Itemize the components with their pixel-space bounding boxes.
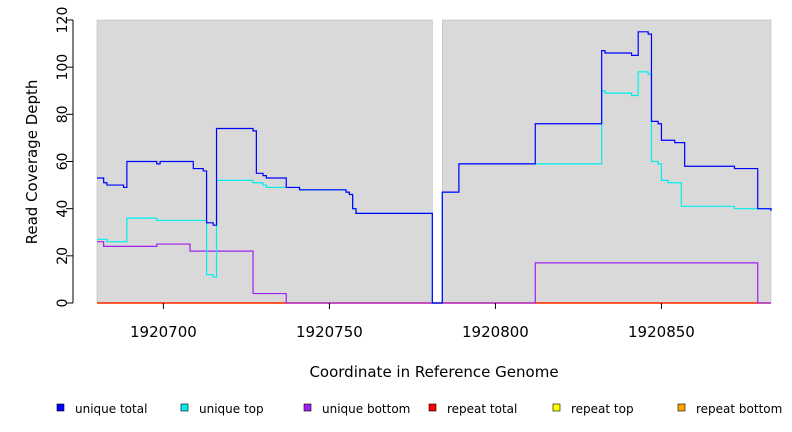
legend-swatch xyxy=(428,403,437,412)
legend-item: unique top xyxy=(180,402,264,416)
legend-item: repeat total xyxy=(428,402,517,416)
x-tick-label: 1920750 xyxy=(296,323,363,341)
series-layer xyxy=(97,31,772,304)
y-tick-label: 40 xyxy=(55,200,71,218)
legend-swatch xyxy=(180,403,189,412)
series-unique-bottom xyxy=(97,241,771,304)
y-axis-label: Read Coverage Depth xyxy=(23,80,41,245)
legend-item: unique bottom xyxy=(303,402,410,416)
x-axis-label: Coordinate in Reference Genome xyxy=(309,363,558,381)
legend-swatch xyxy=(56,403,65,412)
y-tick-label: 100 xyxy=(55,54,71,81)
coverage-region-2 xyxy=(442,19,772,304)
legend-swatch xyxy=(303,403,312,412)
legend-item: repeat top xyxy=(552,402,634,416)
axes: 0 20 40 60 80 100 120 1920700 1920750 1920800 1920… xyxy=(55,7,695,341)
legend-item: repeat bottom xyxy=(677,402,782,416)
series-unique-total xyxy=(97,31,772,304)
legend-label: repeat total xyxy=(447,402,517,416)
y-tick-label: 0 xyxy=(55,299,71,308)
plot-background xyxy=(96,19,772,304)
legend: unique total unique top unique bottom repea… xyxy=(56,402,782,416)
legend-label: unique bottom xyxy=(322,402,410,416)
legend-label: unique total xyxy=(75,402,147,416)
x-tick-label: 1920850 xyxy=(628,323,695,341)
y-tick-label: 80 xyxy=(55,105,71,123)
legend-label: repeat top xyxy=(571,402,634,416)
y-tick-label: 120 xyxy=(55,7,71,34)
legend-label: repeat bottom xyxy=(696,402,782,416)
x-tick-label: 1920800 xyxy=(462,323,529,341)
legend-label: unique top xyxy=(199,402,264,416)
y-tick-label: 20 xyxy=(55,247,71,265)
legend-swatch xyxy=(677,403,686,412)
legend-item: unique total xyxy=(56,402,147,416)
legend-swatch xyxy=(552,403,561,412)
x-tick-label: 1920700 xyxy=(130,323,197,341)
y-tick-label: 60 xyxy=(55,153,71,171)
